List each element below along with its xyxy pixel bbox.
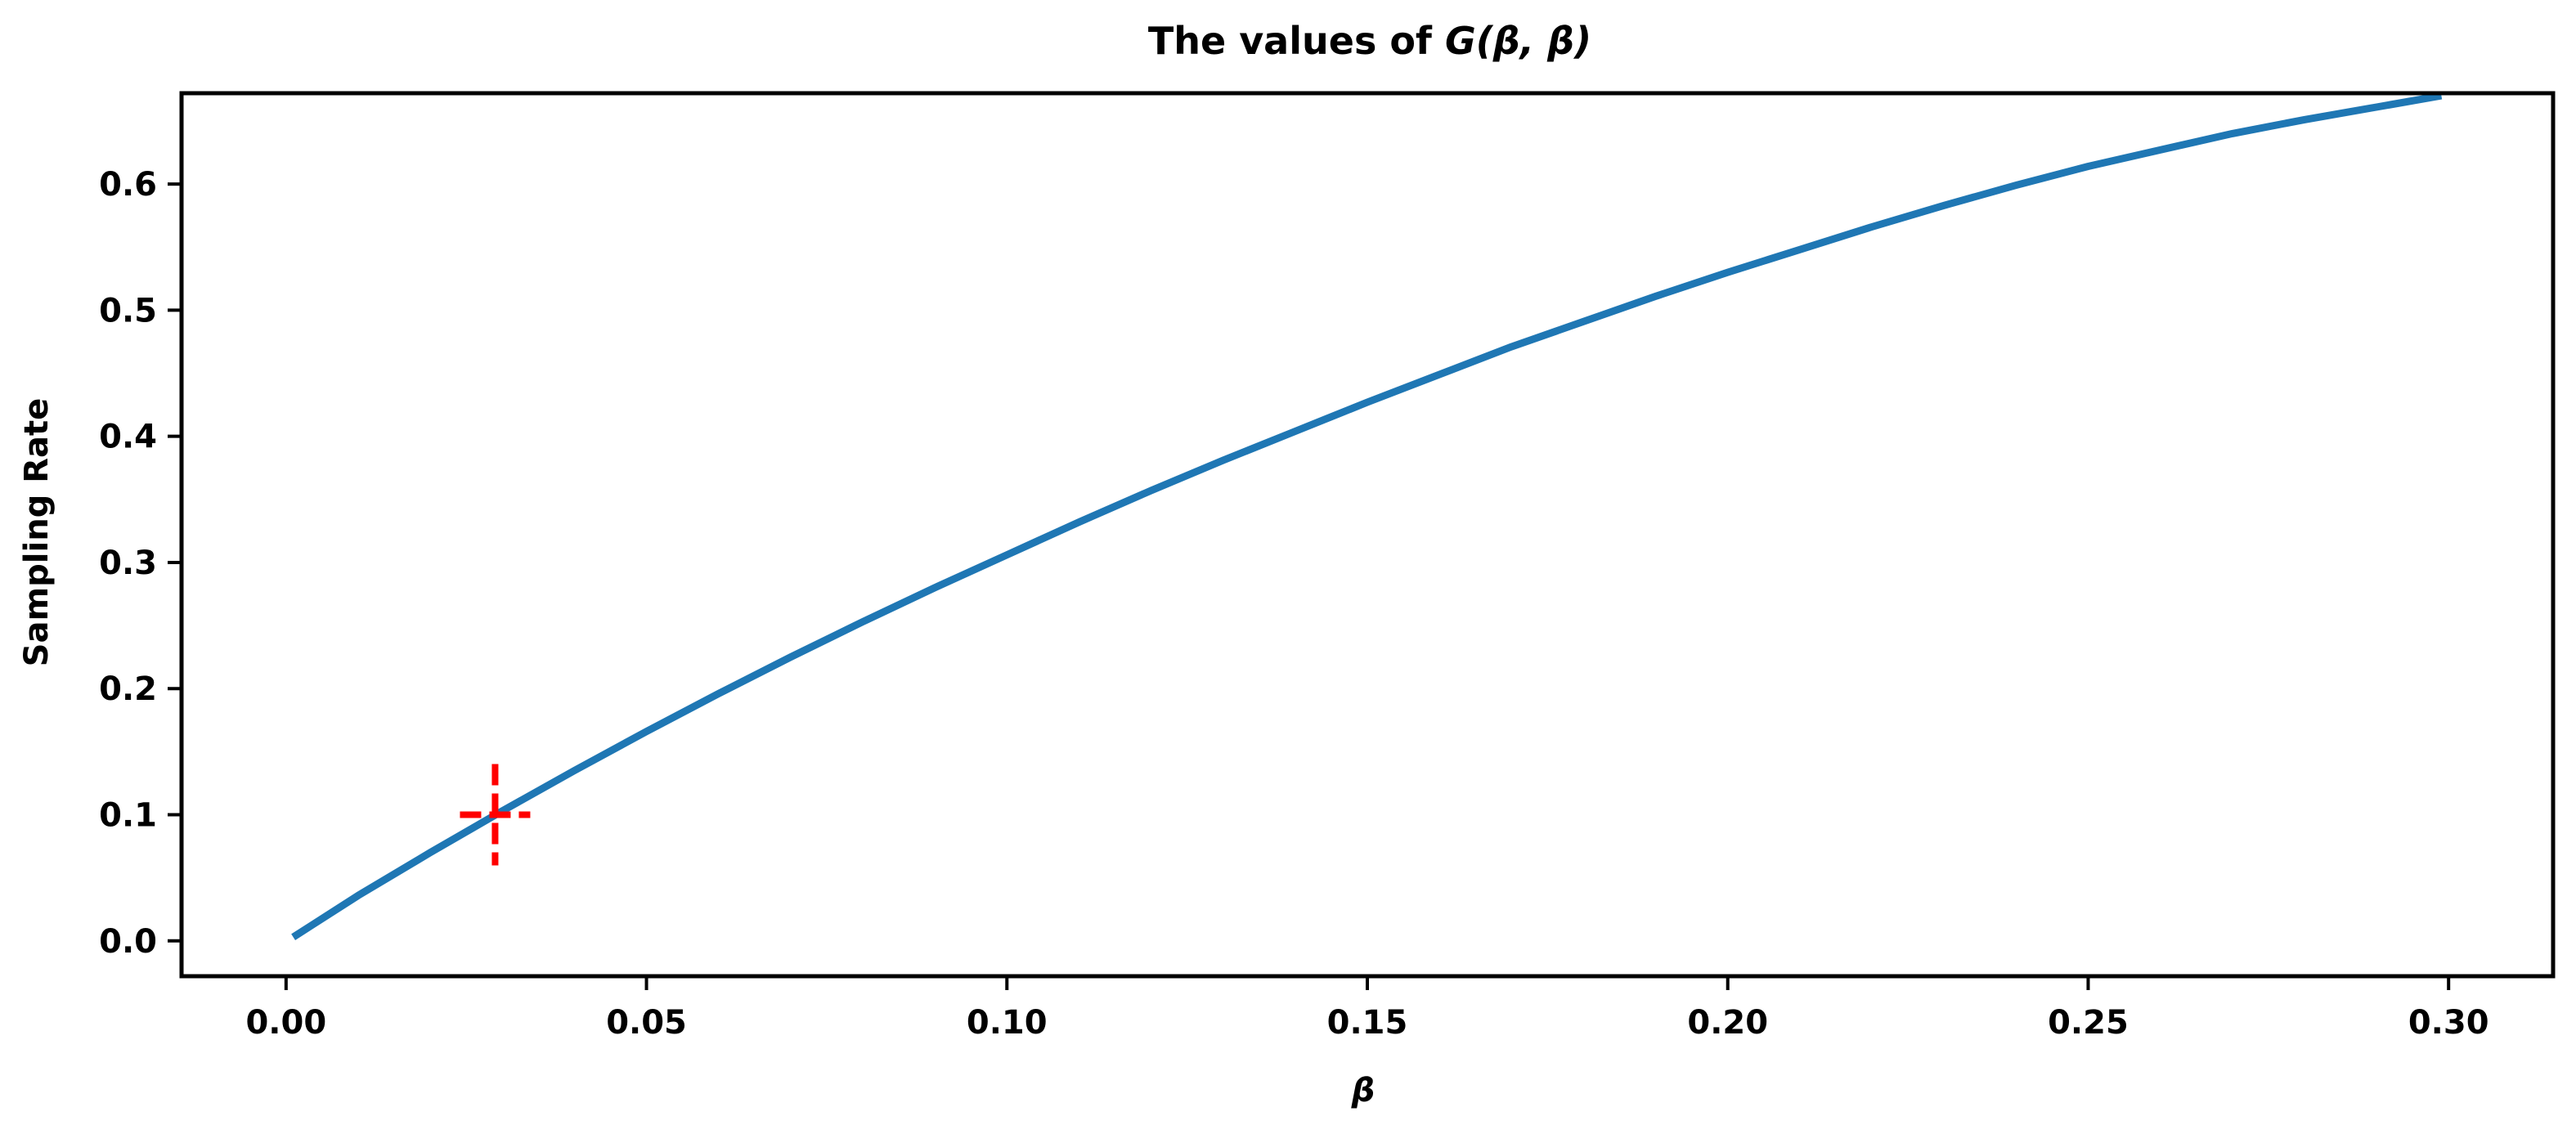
y-axis-ticks: 0.0 0.1 0.2 0.3 0.4 0.5 0.6	[99, 166, 182, 961]
x-tick-label: 0.30	[2408, 1004, 2489, 1042]
x-tick-label: 0.05	[606, 1004, 687, 1042]
x-axis-label: β	[1351, 1072, 1376, 1109]
y-tick-label: 0.3	[99, 545, 157, 582]
plot-area	[291, 92, 2443, 940]
y-tick-label: 0.2	[99, 670, 157, 708]
chart-title-math: G(β, β)	[1445, 19, 1591, 63]
series-line	[291, 92, 2443, 940]
y-tick-label: 0.4	[99, 419, 157, 456]
chart-title: The values of G(β, β)	[1148, 19, 1591, 63]
plot-frame	[179, 91, 2556, 979]
x-tick-label: 0.00	[245, 1004, 326, 1042]
y-axis-label: Sampling Rate	[18, 398, 56, 667]
chart-title-prefix: The values of	[1148, 19, 1445, 63]
x-axis-ticks: 0.00 0.05 0.10 0.15 0.20 0.25 0.30	[245, 976, 2489, 1042]
y-tick-label: 0.1	[99, 797, 157, 835]
x-tick-label: 0.20	[1687, 1004, 1768, 1042]
y-tick-label: 0.5	[99, 292, 157, 329]
y-tick-label: 0.0	[99, 923, 157, 961]
x-tick-label: 0.15	[1327, 1004, 1408, 1042]
marker-plus	[460, 764, 531, 866]
x-tick-label: 0.25	[2048, 1004, 2129, 1042]
y-tick-label: 0.6	[99, 166, 157, 204]
x-tick-label: 0.10	[967, 1004, 1048, 1042]
